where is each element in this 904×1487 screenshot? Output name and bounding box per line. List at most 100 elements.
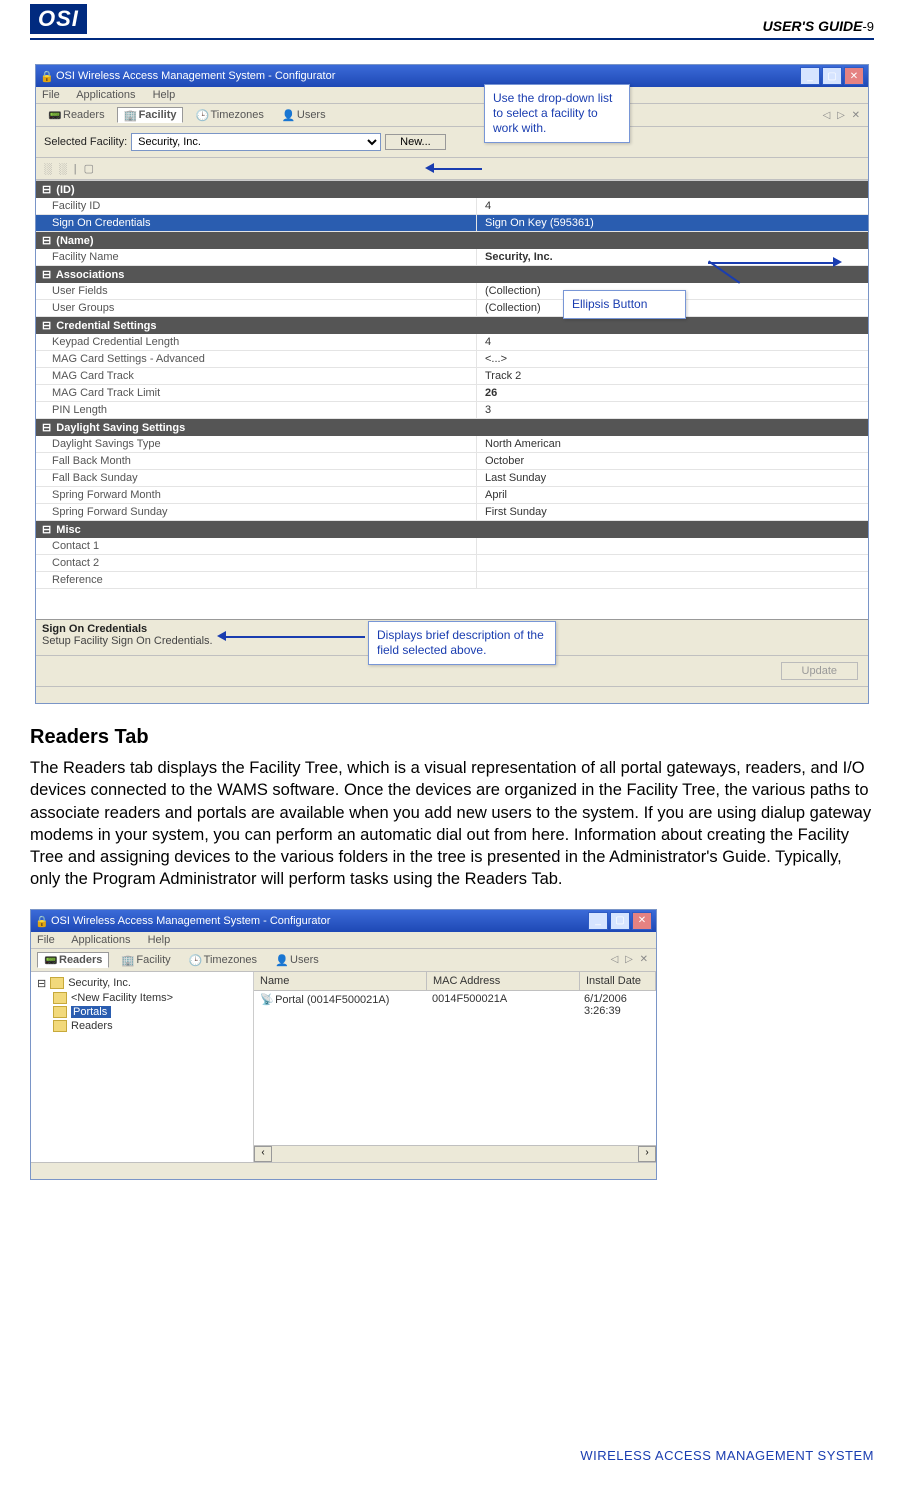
logo: OSI (30, 4, 87, 34)
grid-row[interactable]: Contact 1 (36, 538, 868, 555)
cell-name: Portal (0014F500021A) (275, 994, 389, 1006)
readers-icon: 📟 (44, 954, 56, 966)
tab-readers-label: Readers (59, 954, 102, 966)
facility-select[interactable]: Security, Inc. (131, 133, 381, 151)
menu-file[interactable]: File (42, 89, 60, 101)
tree-root[interactable]: ⊟Security, Inc. (37, 976, 247, 991)
tab-readers[interactable]: 📟Readers (42, 108, 111, 122)
grid-row[interactable]: MAG Card Settings - Advanced<...> (36, 351, 868, 368)
statusbar2 (31, 1162, 656, 1179)
tab-facility[interactable]: 🏢Facility (115, 953, 176, 967)
timezones-icon: 🕒 (195, 109, 207, 121)
grid-section-header[interactable]: ⊟ (Name) (36, 232, 868, 249)
tab-readers[interactable]: 📟Readers (37, 952, 109, 968)
grid-section-header[interactable]: ⊟ Credential Settings (36, 317, 868, 334)
grid-value[interactable]: Sign On Key (595361) (477, 215, 868, 231)
grid-value[interactable]: First Sunday (477, 504, 868, 520)
grid-label: User Groups (36, 300, 477, 316)
new-button[interactable]: New... (385, 134, 446, 150)
tabbar: 📟Readers 🏢Facility 🕒Timezones 👤Users ◁ ▷… (36, 104, 868, 127)
scroll-left[interactable]: ‹ (254, 1146, 272, 1162)
grid-value[interactable]: 3 (477, 402, 868, 418)
grid-row[interactable]: MAG Card Track Limit26 (36, 385, 868, 402)
tab-timezones-label: Timezones (210, 109, 263, 121)
tab-timezones[interactable]: 🕒Timezones (183, 953, 263, 967)
menu-file[interactable]: File (37, 934, 55, 946)
tree-list-pane: ⊟Security, Inc. <New Facility Items> Por… (31, 972, 656, 1162)
grid-row[interactable]: MAG Card TrackTrack 2 (36, 368, 868, 385)
grid-row[interactable]: Facility ID4 (36, 198, 868, 215)
grid-label: Fall Back Month (36, 453, 477, 469)
grid-row[interactable]: Fall Back MonthOctober (36, 453, 868, 470)
grid-section-header[interactable]: ⊟ Daylight Saving Settings (36, 419, 868, 436)
grid-value[interactable] (477, 538, 868, 554)
tree-item-portals[interactable]: Portals (37, 1005, 247, 1019)
footer: WIRELESS ACCESS MANAGEMENT SYSTEM (580, 1448, 874, 1463)
h-scrollbar[interactable]: ‹ › (254, 1145, 656, 1162)
grid-section-header[interactable]: ⊟ Associations (36, 266, 868, 283)
grid-row[interactable]: Contact 2 (36, 555, 868, 572)
grid-row[interactable]: PIN Length3 (36, 402, 868, 419)
menubar: File Applications Help (36, 87, 868, 104)
grid-value[interactable]: Last Sunday (477, 470, 868, 486)
tree-item-new[interactable]: <New Facility Items> (37, 991, 247, 1005)
grid-row[interactable]: Fall Back SundayLast Sunday (36, 470, 868, 487)
facility-label: Selected Facility: (44, 136, 127, 148)
grid-value[interactable]: April (477, 487, 868, 503)
update-button[interactable]: Update (781, 662, 858, 680)
tab-nav[interactable]: ◁ ▷ ✕ (823, 110, 862, 121)
grid-section-header[interactable]: ⊟ (ID) (36, 181, 868, 198)
grid-value[interactable]: 4 (477, 334, 868, 350)
close-button[interactable]: ✕ (844, 67, 864, 85)
menu-help[interactable]: Help (153, 89, 176, 101)
tab-facility[interactable]: 🏢Facility (117, 107, 184, 123)
tabbar2: 📟Readers 🏢Facility 🕒Timezones 👤Users ◁ ▷… (31, 949, 656, 972)
section-heading: Readers Tab (30, 724, 874, 751)
minimize-button[interactable]: _ (800, 67, 820, 85)
menu-help[interactable]: Help (148, 934, 171, 946)
grid-value[interactable]: Track 2 (477, 368, 868, 384)
grid-row[interactable]: User Groups(Collection) (36, 300, 868, 317)
grid-value[interactable]: 26 (477, 385, 868, 401)
col-name[interactable]: Name (254, 972, 427, 990)
callout-dropdown: Use the drop-down list to select a facil… (484, 84, 630, 143)
tab-users-label: Users (297, 109, 326, 121)
tab-users[interactable]: 👤Users (269, 953, 325, 967)
col-date[interactable]: Install Date (580, 972, 656, 990)
facility-tree[interactable]: ⊟Security, Inc. <New Facility Items> Por… (31, 972, 254, 1162)
grid-value[interactable]: 4 (477, 198, 868, 214)
grid-label: MAG Card Settings - Advanced (36, 351, 477, 367)
tree-item-readers[interactable]: Readers (37, 1019, 247, 1033)
grid-section-header[interactable]: ⊟ Misc (36, 521, 868, 538)
grid-row[interactable]: Sign On CredentialsSign On Key (595361) (36, 215, 868, 232)
grid-row[interactable]: User Fields(Collection) (36, 283, 868, 300)
maximize-button[interactable]: ▢ (822, 67, 842, 85)
grid-value[interactable]: North American (477, 436, 868, 452)
tab-timezones[interactable]: 🕒Timezones (189, 108, 269, 122)
minimize-button[interactable]: _ (588, 912, 608, 930)
grid-row[interactable]: Daylight Savings TypeNorth American (36, 436, 868, 453)
grid-value[interactable] (477, 572, 868, 588)
cell-date: 6/1/2006 3:26:39 (578, 991, 656, 1019)
timezones-icon: 🕒 (189, 954, 201, 966)
tab-users[interactable]: 👤Users (276, 108, 332, 122)
tab-nav[interactable]: ◁ ▷ ✕ (611, 954, 650, 965)
grid-value[interactable]: October (477, 453, 868, 469)
grid-value[interactable] (477, 555, 868, 571)
screenshot-readers: 🔒 OSI Wireless Access Management System … (30, 909, 657, 1180)
col-mac[interactable]: MAC Address (427, 972, 580, 990)
grid-row[interactable]: Spring Forward MonthApril (36, 487, 868, 504)
list-row[interactable]: 📡 Portal (0014F500021A) 0014F500021A 6/1… (254, 991, 656, 1019)
menu-applications[interactable]: Applications (71, 934, 130, 946)
close-button[interactable]: ✕ (632, 912, 652, 930)
grid-label: Keypad Credential Length (36, 334, 477, 350)
grid-label: Fall Back Sunday (36, 470, 477, 486)
maximize-button[interactable]: ▢ (610, 912, 630, 930)
scroll-right[interactable]: › (638, 1146, 656, 1162)
grid-row[interactable]: Spring Forward SundayFirst Sunday (36, 504, 868, 521)
grid-label: Reference (36, 572, 477, 588)
grid-row[interactable]: Reference (36, 572, 868, 589)
menu-applications[interactable]: Applications (76, 89, 135, 101)
grid-value[interactable]: <...> (477, 351, 868, 367)
grid-row[interactable]: Keypad Credential Length4 (36, 334, 868, 351)
